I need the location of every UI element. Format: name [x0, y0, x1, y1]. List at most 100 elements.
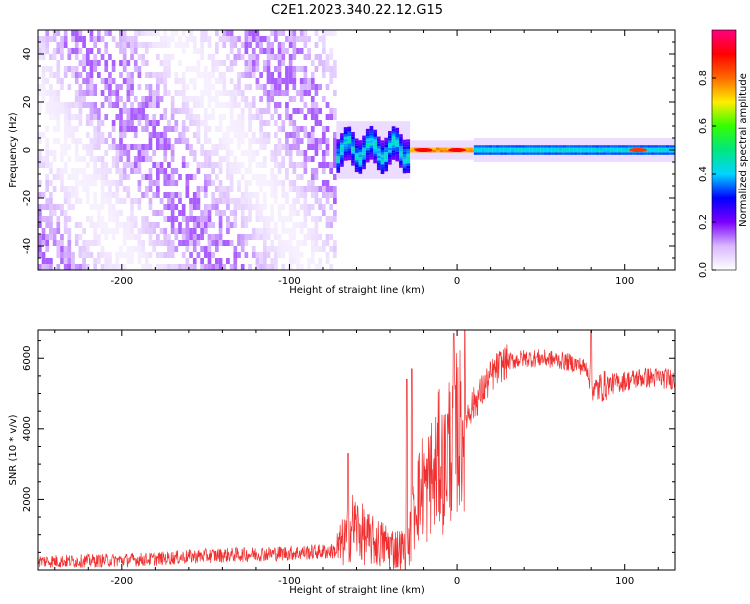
heatmap-cell [126, 72, 131, 78]
heatmap-cell [215, 234, 219, 240]
heatmap-cell [540, 145, 544, 148]
heatmap-cell [45, 174, 50, 180]
heatmap-cell [413, 150, 418, 153]
heatmap-cell [56, 240, 61, 246]
heatmap-cell [274, 132, 278, 138]
heatmap-cell [358, 152, 363, 155]
heatmap-cell [82, 156, 86, 162]
heatmap-cell [237, 240, 241, 246]
heatmap-cell [384, 147, 389, 150]
heatmap-cell [318, 60, 322, 66]
heatmap-cell [152, 240, 157, 246]
heatmap-cell [274, 198, 278, 204]
heatmap-cell [178, 264, 182, 270]
heatmap-cell [532, 145, 537, 148]
heatmap-cell [288, 60, 293, 66]
heatmap-cell [233, 246, 238, 252]
heatmap-cell [67, 186, 72, 192]
heatmap-cell [325, 54, 330, 60]
heatmap-cell [167, 174, 171, 180]
heatmap-cell [399, 134, 403, 137]
heatmap-cell [192, 174, 197, 180]
heatmap-cell [211, 54, 216, 60]
heatmap-cell [285, 150, 289, 156]
heatmap-cell [292, 78, 297, 84]
heatmap-cell [318, 264, 322, 270]
heatmap-cell [85, 240, 90, 246]
heatmap-cell [358, 149, 363, 153]
heatmap-cell [439, 150, 444, 153]
heatmap-cell [432, 147, 436, 150]
heatmap-cell [365, 140, 370, 144]
heatmap-cell [122, 126, 127, 132]
heatmap-cell [141, 144, 145, 150]
heatmap-cell [170, 102, 175, 108]
heatmap-cell [599, 145, 603, 148]
heatmap-cell [52, 102, 57, 108]
heatmap-cell [281, 126, 286, 132]
heatmap-cell [288, 144, 293, 150]
colorbar: 0.00.20.40.60.8 Normalized spectral ampl… [698, 29, 749, 278]
heatmap-cell [133, 156, 138, 162]
heatmap-cell [299, 108, 304, 114]
heatmap-cell [207, 42, 212, 48]
heatmap-cell [569, 147, 574, 150]
heatmap-cell [270, 174, 275, 180]
heatmap-cell [351, 163, 355, 166]
heatmap-cell [406, 148, 411, 152]
heatmap-cell [126, 96, 131, 102]
heatmap-cell [262, 258, 267, 264]
heatmap-cell [266, 108, 271, 114]
heatmap-cell [610, 152, 614, 155]
heatmap-cell [119, 126, 123, 132]
heatmap-cell [119, 246, 123, 252]
heatmap-cell [63, 228, 68, 234]
heatmap-cell [226, 216, 230, 222]
heatmap-cell [380, 147, 385, 150]
heatmap-cell [137, 120, 142, 126]
heatmap-cell [266, 36, 271, 42]
heatmap-cell [255, 114, 260, 120]
heatmap-cell [45, 102, 50, 108]
heatmap-cell [599, 147, 603, 150]
heatmap-cell [56, 204, 61, 210]
heatmap-cell [303, 240, 308, 246]
heatmap-cell [310, 60, 315, 66]
heatmap-cell [71, 174, 75, 180]
heatmap-cell [613, 152, 618, 155]
heatmap-cell [296, 252, 300, 258]
heatmap-cell [391, 135, 396, 139]
heatmap-cell [203, 90, 208, 96]
heatmap-cell [362, 161, 366, 165]
heatmap-cell [588, 152, 592, 155]
heatmap-cell [137, 258, 142, 264]
heatmap-cell [296, 162, 300, 168]
heatmap-cell [203, 210, 208, 216]
heatmap-cell [406, 144, 411, 147]
heatmap-cell [93, 54, 98, 60]
heatmap-cell [130, 84, 134, 90]
heatmap-cell [310, 108, 315, 114]
heatmap-cell [137, 252, 142, 258]
heatmap-cell [388, 152, 392, 156]
heatmap-cell [63, 150, 68, 156]
heatmap-cell [281, 162, 286, 168]
heatmap-cell [288, 156, 293, 162]
heatmap-cell [63, 222, 68, 228]
heatmap-cell [196, 240, 201, 246]
heatmap-cell [115, 210, 120, 216]
heatmap-cell [144, 156, 149, 162]
heatmap-cell [340, 140, 344, 143]
heatmap-cell [52, 72, 57, 78]
heatmap-cell [97, 210, 101, 216]
heatmap-cell [111, 204, 116, 210]
heatmap-cell [270, 54, 275, 60]
heatmap-cell [358, 142, 363, 145]
heatmap-cell [358, 140, 363, 143]
heatmap-cell [343, 151, 348, 154]
heatmap-cell [274, 174, 278, 180]
heatmap-cell [251, 192, 256, 198]
heatmap-cell [78, 30, 83, 36]
heatmap-cell [391, 138, 396, 141]
heatmap-cell [299, 36, 304, 42]
